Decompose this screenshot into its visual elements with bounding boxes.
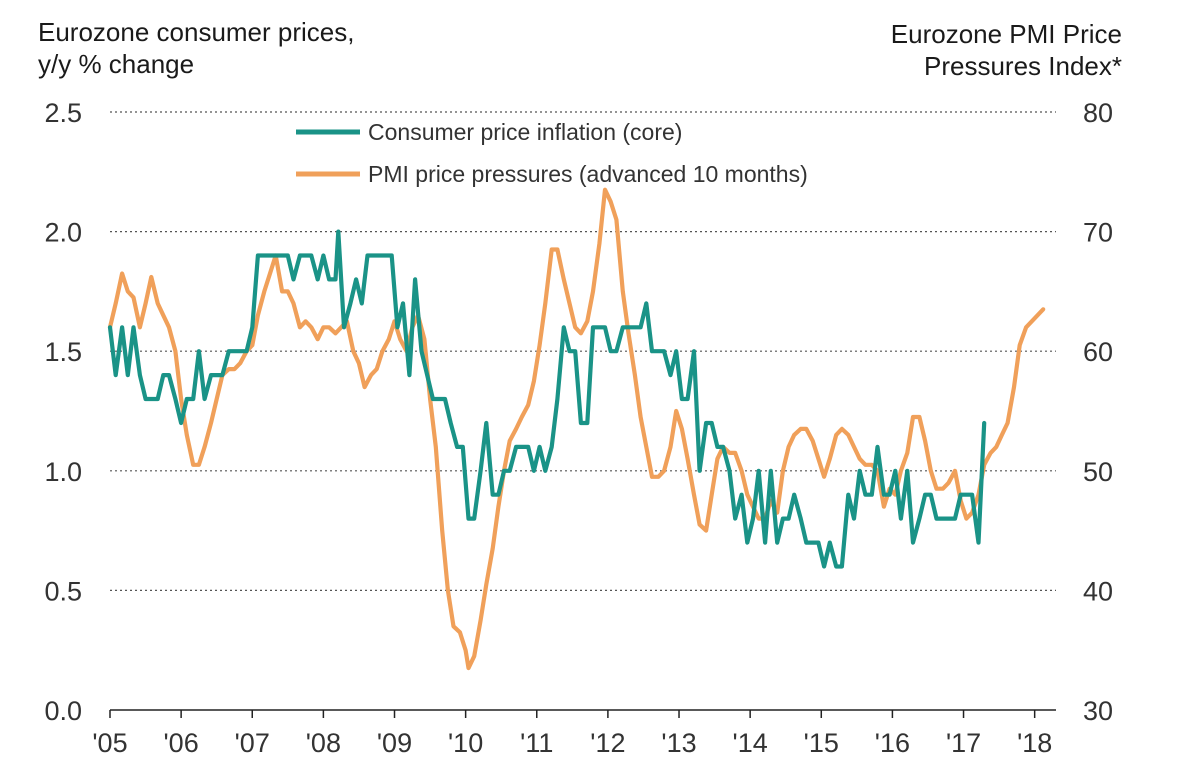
left-axis-title: Eurozone consumer prices, y/y % change xyxy=(38,16,354,80)
x-tick-label: '09 xyxy=(377,728,412,758)
y-left-tick-label: 2.0 xyxy=(44,218,82,248)
legend-label-pmi: PMI price pressures (advanced 10 months) xyxy=(368,161,808,187)
left-axis-title-line-1: Eurozone consumer prices, xyxy=(38,17,355,47)
y-right-tick-label: 40 xyxy=(1083,576,1113,606)
x-tick-label: '18 xyxy=(1017,728,1052,758)
y-left-tick-label: 1.5 xyxy=(44,337,82,367)
x-tick-label: '10 xyxy=(448,728,483,758)
series-line-core-inflation xyxy=(107,229,987,569)
series-line-pmi-price-pressures xyxy=(107,187,1046,671)
right-axis-title-line-2: Pressures Index* xyxy=(924,51,1122,81)
left-axis-title-line-2: y/y % change xyxy=(38,49,195,79)
y-left-tick-label: 0.5 xyxy=(44,576,82,606)
right-axis-title-line-1: Eurozone PMI Price xyxy=(890,19,1122,49)
x-tick-label: '11 xyxy=(520,728,553,758)
x-tick-label: '14 xyxy=(733,728,768,758)
y-right-tick-label: 80 xyxy=(1083,98,1113,128)
right-axis-title: Eurozone PMI Price Pressures Index* xyxy=(891,18,1122,82)
x-tick-label: '12 xyxy=(590,728,625,758)
x-tick-label: '17 xyxy=(946,728,981,758)
y-right-tick-label: 50 xyxy=(1083,457,1113,487)
y-left-tick-label: 1.0 xyxy=(44,457,82,487)
y-left-tick-label: 2.5 xyxy=(44,98,82,128)
x-tick-label: '06 xyxy=(164,728,199,758)
y-right-tick-label: 60 xyxy=(1083,337,1113,367)
y-right-tick-label: 30 xyxy=(1083,696,1113,726)
y-left-tick-label: 0.0 xyxy=(44,696,82,726)
y-right-tick-label: 70 xyxy=(1083,218,1113,248)
x-tick-label: '05 xyxy=(92,728,127,758)
x-tick-label: '07 xyxy=(235,728,270,758)
legend: Consumer price inflation (core) PMI pric… xyxy=(296,119,808,187)
legend-label-core: Consumer price inflation (core) xyxy=(368,119,682,145)
x-tick-label: '16 xyxy=(875,728,910,758)
series-layer xyxy=(107,187,1046,671)
axes: 0.0 0.5 1.0 1.5 2.0 2.5 30 40 50 60 70 80 '05 '06 '07 '… xyxy=(44,98,1113,758)
x-tick-label: '13 xyxy=(661,728,696,758)
x-tick-label: '15 xyxy=(804,728,839,758)
x-tick-label: '08 xyxy=(306,728,341,758)
